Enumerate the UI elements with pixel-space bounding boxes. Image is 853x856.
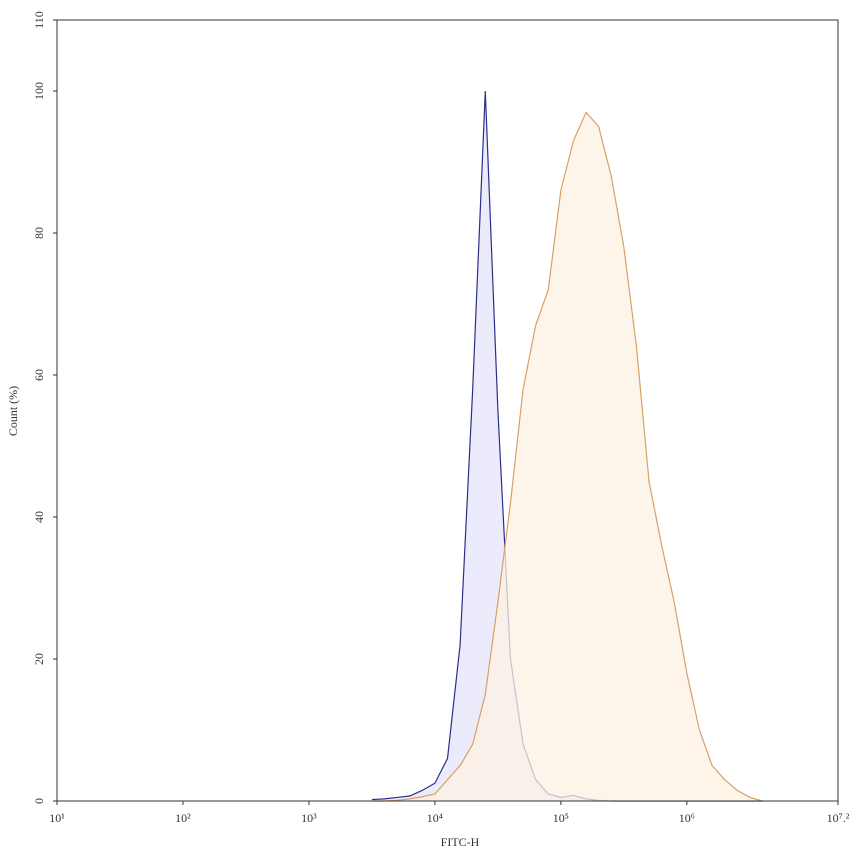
x-tick-label: 10³ <box>301 811 317 825</box>
y-tick-label: 60 <box>32 369 46 381</box>
x-tick-label: 10⁶ <box>679 811 695 825</box>
x-tick-label: 10² <box>175 811 191 825</box>
area-fill <box>371 112 763 802</box>
x-tick-label: 10⁵ <box>553 811 569 825</box>
x-tick-label: 10⁴ <box>427 811 443 825</box>
y-tick-label: 40 <box>32 511 46 523</box>
y-axis-label: Count (%) <box>6 386 20 436</box>
plot-frame <box>56 19 839 802</box>
y-tick-label: 80 <box>32 227 46 239</box>
series-line <box>371 111 763 802</box>
y-tick-label: 0 <box>32 798 46 804</box>
y-tick-label: 110 <box>32 11 46 29</box>
y-tick-label: 20 <box>32 653 46 665</box>
y-tick-label: 100 <box>32 82 46 100</box>
x-tick-label: 10¹ <box>49 811 65 825</box>
x-tick-label: 10⁷.² <box>827 811 850 825</box>
area-fill <box>371 91 763 801</box>
x-axis-label: FITC-H <box>441 835 480 849</box>
